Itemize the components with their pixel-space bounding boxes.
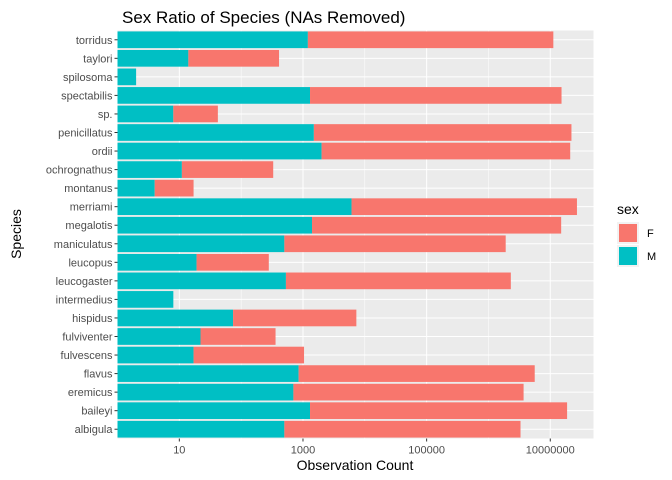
bar-f-sp. <box>173 105 218 123</box>
bar-m-ochrognathus <box>117 161 182 178</box>
bar-m-eremicus <box>117 383 294 401</box>
y-tick-label: megalotis <box>65 220 113 232</box>
bar-f-torridus <box>307 31 554 49</box>
bar-f-fulvescens <box>193 346 305 364</box>
bar-f-ochrognathus <box>181 161 274 178</box>
x-axis-title: Observation Count <box>297 457 414 473</box>
x-tick-label: 10000000 <box>526 445 575 457</box>
bar-f-ordii <box>321 142 571 160</box>
bar-m-albigula <box>117 420 285 438</box>
y-tick-label: montanus <box>64 183 113 195</box>
bar-f-spectabilis <box>310 87 562 104</box>
bar-m-fulvescens <box>117 346 194 364</box>
bar-f-penicillatus <box>313 124 572 141</box>
bars <box>117 31 577 438</box>
y-tick-label: eremicus <box>68 387 113 399</box>
y-tick-label: ordii <box>92 146 113 158</box>
bar-m-baileyi <box>117 402 311 420</box>
bar-m-hispidus <box>117 309 234 327</box>
x-tick-label: 10 <box>173 445 185 457</box>
y-axis-title: Species <box>8 209 24 259</box>
y-tick-label: merriami <box>70 202 113 214</box>
y-tick-label: fulvescens <box>61 350 113 362</box>
y-tick-label: spilosoma <box>63 72 113 84</box>
legend: sex FM <box>617 201 656 267</box>
bar-m-torridus <box>117 31 308 49</box>
y-tick-label: ochrognathus <box>46 165 113 177</box>
bar-f-taylori <box>188 49 280 67</box>
y-tick-label: sp. <box>98 109 113 121</box>
bar-m-flavus <box>117 365 299 382</box>
bar-m-megalotis <box>117 216 313 234</box>
bar-f-baileyi <box>310 402 568 420</box>
bar-f-hispidus <box>233 309 357 327</box>
bar-f-merriami <box>351 198 577 216</box>
bar-m-montanus <box>117 179 155 197</box>
legend-label-m: M <box>647 251 656 263</box>
chart-title: Sex Ratio of Species (NAs Removed) <box>122 8 405 27</box>
bar-f-eremicus <box>293 383 524 401</box>
legend-label-f: F <box>647 228 654 240</box>
bar-m-maniculatus <box>117 235 285 253</box>
bar-f-megalotis <box>312 216 562 234</box>
bar-f-flavus <box>298 365 535 382</box>
x-tick-label: 100000 <box>408 445 445 457</box>
y-axis-ticks: albigula baileyi eremicus flavus fulvescens f… <box>46 35 118 436</box>
bar-m-intermedius <box>117 291 174 308</box>
bar-m-spilosoma <box>117 68 137 86</box>
bar-f-montanus <box>154 179 194 197</box>
y-tick-label: albigula <box>75 424 114 436</box>
bar-m-fulviventer <box>117 328 201 345</box>
y-tick-label: penicillatus <box>58 128 113 140</box>
bar-f-albigula <box>284 420 521 438</box>
bar-m-sp. <box>117 105 174 123</box>
bar-f-fulviventer <box>200 328 276 345</box>
bar-m-penicillatus <box>117 124 314 141</box>
y-tick-label: leucopus <box>68 257 113 269</box>
bar-m-spectabilis <box>117 87 311 104</box>
x-axis-ticks: 10 1000 100000 10000000 <box>173 438 575 457</box>
y-tick-label: taylori <box>83 53 112 65</box>
x-tick-label: 1000 <box>291 445 315 457</box>
y-tick-label: flavus <box>84 369 113 381</box>
y-tick-label: maniculatus <box>54 239 113 251</box>
bar-m-taylori <box>117 49 189 67</box>
legend-swatch-f <box>619 224 637 242</box>
bar-f-leucogaster <box>285 272 511 290</box>
y-tick-label: fulviventer <box>62 332 112 344</box>
y-tick-label: leucogaster <box>56 276 113 288</box>
legend-title: sex <box>617 201 639 217</box>
y-tick-label: spectabilis <box>61 90 113 102</box>
y-tick-label: torridus <box>76 35 113 47</box>
bar-f-leucopus <box>196 253 269 271</box>
bar-m-leucogaster <box>117 272 286 290</box>
y-tick-label: hispidus <box>72 313 113 325</box>
bar-m-leucopus <box>117 253 197 271</box>
legend-swatch-m <box>619 247 637 265</box>
bar-f-maniculatus <box>284 235 506 253</box>
y-tick-label: intermedius <box>56 294 113 306</box>
y-tick-label: baileyi <box>81 406 112 418</box>
bar-m-ordii <box>117 142 322 160</box>
bar-m-merriami <box>117 198 352 216</box>
